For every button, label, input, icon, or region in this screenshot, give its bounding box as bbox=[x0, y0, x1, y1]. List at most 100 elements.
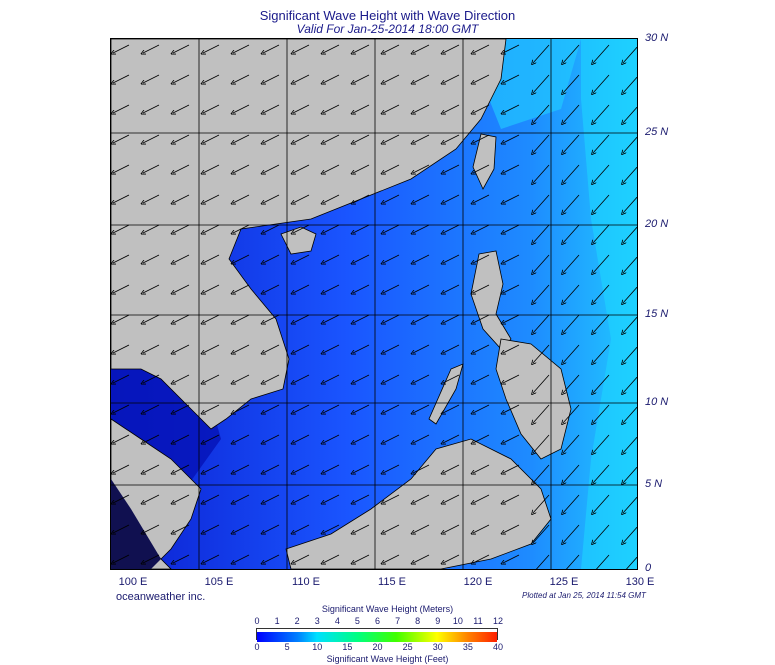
wave-arrow bbox=[263, 74, 280, 83]
wave-arrow bbox=[113, 404, 130, 413]
wave-arrow bbox=[113, 464, 130, 473]
wave-arrow bbox=[473, 494, 490, 503]
wave-arrow bbox=[533, 104, 550, 123]
wave-arrow bbox=[353, 434, 370, 443]
lat-label-20n: 20 N bbox=[645, 218, 669, 230]
wave-arrow bbox=[473, 164, 490, 173]
wave-arrow bbox=[233, 374, 250, 383]
wave-arrow bbox=[563, 374, 580, 393]
lat-label-0: 0 bbox=[645, 562, 652, 574]
meter-tick-label: 0 bbox=[254, 616, 260, 626]
wave-arrow bbox=[263, 344, 280, 353]
wave-arrow bbox=[353, 344, 370, 353]
wave-arrow bbox=[323, 104, 340, 113]
wave-arrow bbox=[323, 554, 340, 563]
wave-arrow bbox=[623, 436, 637, 453]
meter-tick-label: 2 bbox=[294, 616, 300, 626]
wave-arrow bbox=[533, 254, 550, 273]
wave-arrow bbox=[353, 284, 370, 293]
feet-tick-label: 30 bbox=[432, 642, 443, 652]
wave-arrow bbox=[203, 164, 220, 173]
wave-arrow bbox=[623, 136, 637, 153]
wave-arrow bbox=[593, 464, 610, 483]
wave-arrow bbox=[113, 434, 130, 443]
feet-tick-label: 5 bbox=[284, 642, 290, 652]
wave-arrow bbox=[293, 74, 310, 83]
wave-arrow bbox=[293, 434, 310, 443]
wave-arrow bbox=[143, 554, 160, 563]
wave-arrow bbox=[263, 224, 280, 233]
wave-arrow bbox=[383, 164, 400, 173]
wave-arrow bbox=[113, 74, 130, 83]
wave-arrow bbox=[143, 254, 160, 263]
wave-arrow bbox=[293, 104, 310, 113]
wave-arrow bbox=[263, 254, 280, 263]
wave-arrow bbox=[113, 314, 130, 323]
wave-arrow bbox=[473, 464, 490, 473]
wave-arrow bbox=[143, 434, 160, 443]
wave-arrow bbox=[113, 194, 130, 203]
meter-tick-label: 8 bbox=[415, 616, 421, 626]
wave-arrow bbox=[293, 464, 310, 473]
lon-label-115e: 115 E bbox=[378, 576, 406, 588]
wave-arrow bbox=[623, 226, 637, 243]
wave-arrow bbox=[233, 554, 250, 563]
high-wave-zone-east bbox=[581, 39, 637, 569]
wave-arrow bbox=[413, 464, 430, 473]
dark-land-sumatra bbox=[111, 479, 161, 569]
wave-arrow bbox=[563, 134, 580, 153]
wave-arrow bbox=[593, 524, 610, 543]
wave-arrow bbox=[173, 464, 190, 473]
wave-arrow bbox=[203, 524, 220, 533]
wave-arrow bbox=[413, 434, 430, 443]
wave-arrow bbox=[143, 524, 160, 533]
wave-arrow bbox=[623, 526, 637, 543]
wave-arrow bbox=[353, 104, 370, 113]
wave-arrow bbox=[143, 344, 160, 353]
wave-arrow bbox=[533, 164, 550, 183]
high-wave-zone-north bbox=[481, 39, 581, 129]
wave-arrow bbox=[233, 344, 250, 353]
wave-arrow bbox=[383, 74, 400, 83]
wave-arrow bbox=[533, 194, 550, 213]
wave-arrow bbox=[593, 164, 610, 183]
wave-arrow bbox=[443, 254, 460, 263]
wave-arrow bbox=[443, 554, 460, 563]
wave-arrow bbox=[203, 404, 220, 413]
wave-arrow bbox=[293, 554, 310, 563]
wave-arrow bbox=[383, 404, 400, 413]
wave-arrow bbox=[533, 134, 550, 153]
wave-arrow bbox=[533, 404, 550, 423]
wave-arrow bbox=[503, 224, 520, 233]
meter-tick-label: 10 bbox=[452, 616, 463, 626]
wave-arrow bbox=[503, 104, 520, 113]
wave-arrow bbox=[503, 404, 520, 413]
wave-arrow bbox=[413, 494, 430, 503]
wave-arrow bbox=[473, 254, 490, 263]
wave-arrow bbox=[623, 316, 637, 333]
wave-arrow bbox=[593, 494, 610, 513]
wave-arrow bbox=[413, 524, 430, 533]
wave-arrow bbox=[383, 314, 400, 323]
wave-arrow bbox=[413, 74, 430, 83]
wave-arrow bbox=[383, 44, 400, 53]
wave-arrow bbox=[263, 464, 280, 473]
wave-arrow bbox=[293, 254, 310, 263]
wave-arrow bbox=[113, 254, 130, 263]
wave-arrow bbox=[203, 194, 220, 203]
wave-arrow bbox=[113, 344, 130, 353]
wave-arrow bbox=[413, 134, 430, 143]
wave-arrow bbox=[263, 284, 280, 293]
meter-tick-label: 12 bbox=[492, 616, 503, 626]
wave-arrow bbox=[413, 554, 430, 563]
wave-arrow bbox=[413, 314, 430, 323]
wave-arrow bbox=[623, 76, 637, 93]
wave-arrow bbox=[263, 134, 280, 143]
wave-arrow bbox=[623, 466, 637, 483]
wave-arrow bbox=[503, 134, 520, 143]
wave-arrow bbox=[353, 224, 370, 233]
wave-arrow bbox=[503, 44, 520, 53]
wave-arrow bbox=[503, 494, 520, 503]
feet-tick-label: 35 bbox=[462, 642, 473, 652]
wave-arrow bbox=[173, 524, 190, 533]
